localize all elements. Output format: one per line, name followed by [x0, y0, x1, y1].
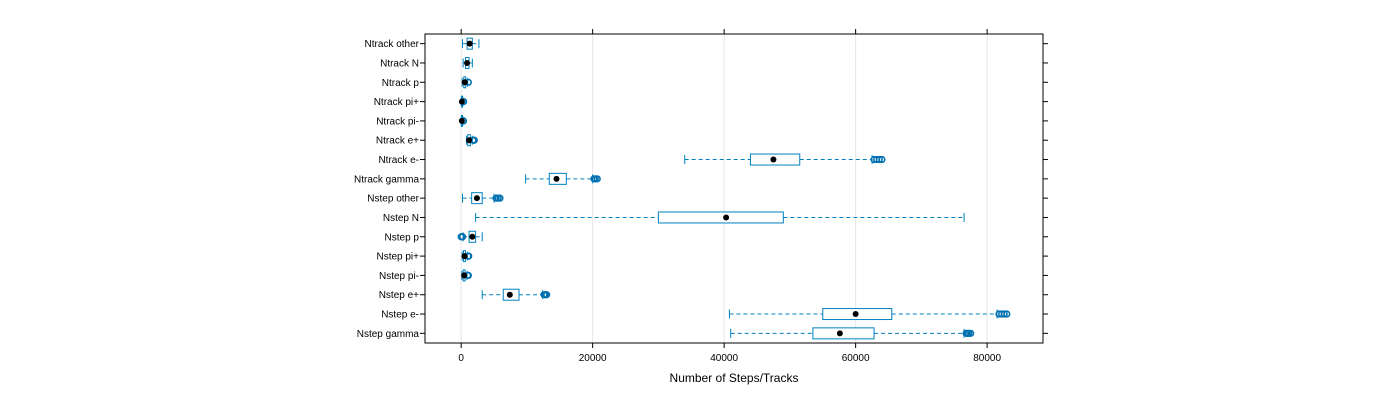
category-label: Ntrack e+: [376, 136, 419, 147]
axis-layer: 0 20000 40000 60000 80000 Nstep gamma Nstep e-…: [354, 29, 1048, 364]
median-point: [473, 195, 480, 202]
outlier-point: [593, 175, 601, 183]
category-label: Nstep e-: [381, 310, 419, 321]
box-group: [457, 230, 483, 243]
grid-layer: [460, 34, 988, 343]
median-point: [770, 156, 777, 163]
category-label: Ntrack other: [365, 39, 420, 50]
median-point: [506, 291, 513, 298]
median-point: [458, 98, 465, 105]
x-tick-label: 0: [458, 353, 464, 364]
median-point: [461, 272, 468, 279]
box-group: [525, 172, 601, 185]
median-point: [469, 233, 476, 240]
box-layer: [457, 37, 1011, 340]
x-tick-label: 80000: [973, 353, 1001, 364]
category-label: Ntrack p: [382, 78, 420, 89]
x-tick-label: 60000: [842, 353, 870, 364]
category-label: Ntrack e-: [378, 155, 419, 166]
box-group: [465, 134, 478, 147]
category-label: Nstep gamma: [357, 329, 420, 340]
box-group: [458, 114, 468, 127]
median-point: [836, 330, 843, 337]
category-label: Ntrack gamma: [354, 174, 419, 185]
category-label: Ntrack pi-: [376, 116, 419, 127]
category-label: Ntrack pi+: [374, 97, 419, 108]
category-label: Nstep N: [383, 213, 419, 224]
outlier-point: [875, 155, 883, 164]
box-group: [481, 288, 551, 301]
median-point: [852, 311, 859, 318]
category-label: Nstep pi-: [379, 271, 419, 282]
box-group: [461, 250, 473, 263]
plot-frame: [424, 33, 1044, 344]
box-group: [461, 192, 504, 205]
category-label: Nstep e+: [379, 290, 419, 301]
box-group: [461, 76, 472, 89]
median-point: [466, 40, 473, 47]
box-group: [684, 153, 886, 166]
box-group: [458, 95, 468, 108]
median-point: [723, 214, 730, 221]
median-point: [458, 117, 465, 124]
category-label: Ntrack N: [380, 58, 419, 69]
box-iqr: [657, 211, 784, 224]
outlier-point: [543, 291, 551, 299]
median-point: [464, 59, 471, 66]
box-group: [728, 308, 1011, 321]
median-point: [461, 79, 468, 86]
outlier-point: [458, 233, 467, 241]
box-group: [462, 56, 473, 69]
outlier-point: [496, 194, 504, 202]
median-point: [553, 175, 560, 182]
category-label: Nstep p: [385, 232, 420, 243]
box-iqr: [812, 327, 875, 340]
x-tick-label: 20000: [579, 353, 607, 364]
x-axis-title: Number of Steps/Tracks: [670, 371, 799, 385]
outlier-point: [967, 329, 975, 337]
x-tick-label: 40000: [710, 353, 738, 364]
outlier-point: [1000, 310, 1008, 318]
box-group: [475, 211, 965, 224]
box-group: [461, 269, 472, 282]
box-group: [461, 37, 480, 50]
median-point: [461, 253, 468, 260]
outlier-point: [878, 155, 886, 164]
box-group: [730, 327, 975, 340]
category-label: Nstep other: [367, 194, 419, 205]
category-label: Nstep pi+: [376, 252, 419, 263]
outlier-point: [1003, 310, 1011, 318]
median-point: [466, 137, 473, 144]
